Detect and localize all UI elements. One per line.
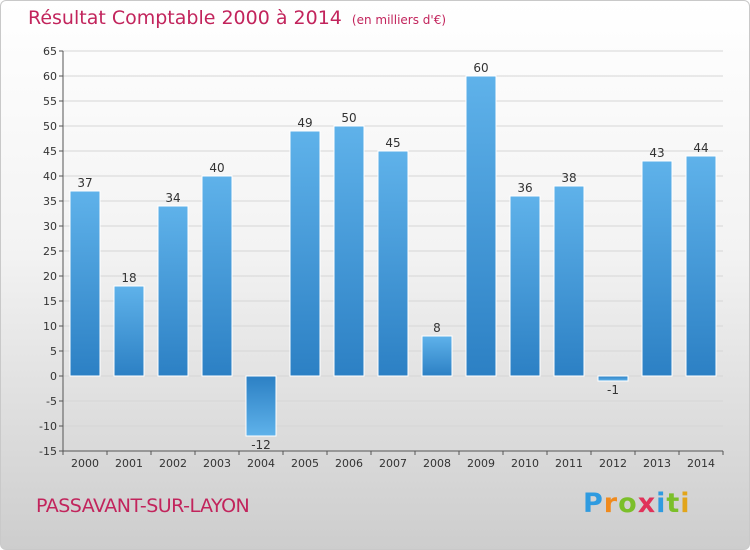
proxiti-logo: Proxiti: [583, 488, 691, 519]
value-label: 40: [209, 161, 224, 175]
x-tick-label: 2009: [467, 457, 495, 470]
bar-2005: [289, 130, 321, 377]
y-tick-label: 10: [43, 320, 57, 333]
bar-2000: [69, 190, 101, 377]
bar-2007: [377, 150, 409, 377]
y-tick-label: 50: [43, 120, 57, 133]
y-tick-label: 45: [43, 145, 57, 158]
y-tick-label: 55: [43, 95, 57, 108]
y-tick-label: 20: [43, 270, 57, 283]
value-labels: 37 18 34 40 -12 49 50 45 8 60 36 38 -1 43 44: [77, 61, 708, 452]
value-label: 45: [385, 136, 400, 150]
bar-2012: [597, 375, 629, 382]
x-tick-label: 2003: [203, 457, 231, 470]
x-tick-label: 2001: [115, 457, 143, 470]
y-tick-label: 15: [43, 295, 57, 308]
value-label: 60: [473, 61, 488, 75]
title-text: Résultat Comptable 2000 à 2014: [28, 7, 342, 29]
logo-letter: x: [637, 488, 657, 519]
y-tick-label: 40: [43, 170, 57, 183]
value-label: 50: [341, 111, 356, 125]
x-tick-label: 2000: [71, 457, 99, 470]
axes: -15 -10 -5 0 5 10 15 20 25 30 35 40 45 50 55 60 65 2000 20…: [39, 45, 724, 470]
bar-2011: [553, 185, 585, 377]
bar-2001: [113, 285, 145, 377]
logo-letter: o: [618, 488, 638, 519]
value-label: 37: [77, 176, 92, 190]
x-tick-label: 2002: [159, 457, 187, 470]
bars: [69, 75, 717, 437]
bar-2013: [641, 160, 673, 377]
value-label: 38: [561, 171, 576, 185]
x-tick-label: 2006: [335, 457, 363, 470]
x-tick-label: 2012: [599, 457, 627, 470]
bar-2014: [685, 155, 717, 377]
x-tick-label: 2010: [511, 457, 539, 470]
y-tick-label: 30: [43, 220, 57, 233]
x-tick-label: 2011: [555, 457, 583, 470]
value-label: -1: [607, 383, 619, 397]
value-label: 43: [649, 146, 664, 160]
y-tick-label: 60: [43, 70, 57, 83]
logo-letter: i: [656, 488, 667, 519]
title-unit: (en milliers d'€): [351, 13, 447, 27]
value-label: 34: [165, 191, 180, 205]
y-tick-label: -10: [39, 420, 57, 433]
bar-2006: [333, 125, 365, 377]
bar-2002: [157, 205, 189, 377]
value-label: 44: [693, 141, 708, 155]
y-tick-label: -15: [39, 445, 57, 458]
logo-letter: r: [603, 488, 619, 519]
y-tick-label: 5: [50, 345, 57, 358]
bar-2010: [509, 195, 541, 377]
logo-letter: i: [680, 488, 691, 519]
y-tick-label: 35: [43, 195, 57, 208]
y-tick-label: -5: [46, 395, 57, 408]
x-tick-label: 2004: [247, 457, 275, 470]
y-tick-label: 0: [50, 370, 57, 383]
x-tick-label: 2014: [687, 457, 715, 470]
y-tick-label: 65: [43, 45, 57, 58]
x-tick-label: 2005: [291, 457, 319, 470]
chart-title: Résultat Comptable 2000 à 2014 (en millie…: [28, 7, 446, 29]
x-tick-label: 2008: [423, 457, 451, 470]
bar-2004: [245, 375, 277, 437]
value-label: 8: [433, 321, 441, 335]
bar-2003: [201, 175, 233, 377]
value-label: 18: [121, 271, 136, 285]
place-name: PASSAVANT-SUR-LAYON: [36, 495, 250, 517]
x-tick-label: 2007: [379, 457, 407, 470]
value-label: -12: [251, 438, 271, 452]
logo-letter: t: [666, 488, 681, 519]
logo-letter: P: [583, 488, 604, 519]
value-label: 36: [517, 181, 532, 195]
bar-2008: [421, 335, 453, 377]
y-tick-label: 25: [43, 245, 57, 258]
value-label: 49: [297, 116, 312, 130]
x-tick-label: 2013: [643, 457, 671, 470]
bar-2009: [465, 75, 497, 377]
